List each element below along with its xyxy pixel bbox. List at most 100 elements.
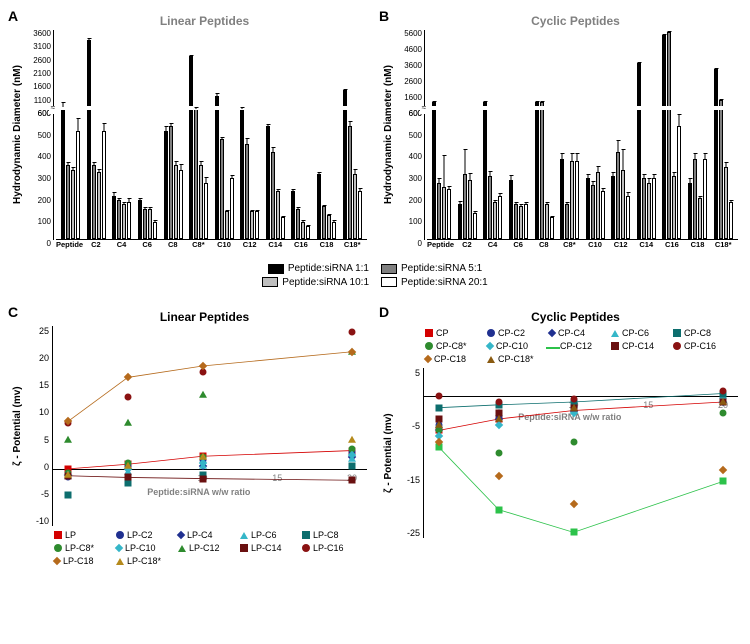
y-tick-label: 15 — [39, 380, 49, 390]
bar — [102, 131, 106, 240]
x-tick-label: C14 — [262, 240, 288, 249]
data-point — [199, 390, 207, 397]
category-group — [288, 191, 314, 239]
category-group — [506, 180, 532, 239]
bar — [514, 204, 518, 239]
plot-C: 5101520Peptide:siRNA w/w ratio — [52, 326, 367, 526]
bar — [353, 174, 357, 239]
data-point — [64, 491, 71, 498]
y-tick-label: 5 — [415, 368, 420, 378]
bar — [332, 222, 336, 239]
x-tick-label: C2 — [454, 240, 480, 249]
bar — [220, 139, 224, 239]
bar — [245, 144, 249, 239]
y-tick-label: -10 — [36, 516, 49, 526]
data-point — [124, 474, 131, 481]
bar — [317, 174, 321, 239]
x-tick-label: C6 — [134, 240, 160, 249]
bar — [667, 32, 671, 239]
scatter-chart-C: ζ - Potential (mv) 2520151050-5-10 51015… — [12, 326, 367, 526]
bar — [463, 174, 467, 239]
legend-item: Peptide:siRNA 5:1 — [381, 263, 482, 274]
category-group — [109, 196, 135, 239]
x-tick-label: Peptide — [56, 240, 83, 249]
category-group — [480, 102, 506, 239]
xlabels-A: PeptideC2C4C6C8C8*C10C12C14C16C18C18* — [56, 240, 365, 249]
bar — [575, 161, 579, 239]
data-point — [124, 419, 132, 426]
bar — [343, 90, 347, 239]
bar — [483, 102, 487, 239]
data-point — [495, 450, 502, 457]
top-row: A Linear Peptides Hydrodynamic Diameter … — [8, 8, 742, 253]
y-tick-label: -25 — [407, 528, 420, 538]
ylabel-B: Hydrodynamic Diameter (nM) — [383, 30, 397, 240]
y-tick-label: 20 — [39, 353, 49, 363]
x-tick-label: C4 — [109, 240, 135, 249]
legend-item: LP-C12 — [178, 543, 230, 553]
yaxis-A: 3600310026002100160011006006005004003002… — [26, 30, 54, 240]
x-tick-label: C16 — [659, 240, 685, 249]
x-tick-label: C2 — [83, 240, 109, 249]
bar — [596, 172, 600, 239]
bar — [703, 159, 707, 239]
bar — [174, 165, 178, 239]
legend-item: CP-C16 — [673, 341, 725, 351]
bar — [724, 167, 728, 239]
bar — [122, 204, 126, 239]
bar — [230, 178, 234, 239]
bar — [498, 196, 502, 239]
bar — [729, 202, 733, 239]
panel-letter-B: B — [379, 8, 389, 24]
bar — [240, 108, 244, 239]
x-tick-label: C16 — [288, 240, 314, 249]
panel-title-B: Cyclic Peptides — [413, 14, 738, 28]
bar — [719, 100, 723, 239]
x-tick-label: C8 — [531, 240, 557, 249]
legend-item: CP-C18 — [425, 354, 477, 364]
legend-item: LP-C18 — [54, 556, 106, 566]
bar — [540, 102, 544, 239]
bar — [92, 165, 96, 239]
bar — [76, 131, 80, 240]
bar — [306, 226, 310, 239]
data-point — [495, 506, 502, 513]
panel-letter-D: D — [379, 304, 389, 320]
category-group — [237, 108, 263, 239]
x-tick-label: C8* — [186, 240, 212, 249]
data-point — [570, 438, 577, 445]
x-tick-label: C12 — [608, 240, 634, 249]
bar — [169, 126, 173, 239]
data-point — [349, 463, 356, 470]
bar — [327, 215, 331, 239]
y-tick-label: -5 — [412, 421, 420, 431]
bar — [550, 217, 554, 239]
data-point — [719, 398, 727, 405]
bar — [586, 178, 590, 239]
x-tick-label: C18* — [339, 240, 365, 249]
bar — [301, 222, 305, 239]
category-group — [211, 96, 237, 240]
yaxis-C: 2520151050-5-10 — [26, 326, 52, 526]
bar — [591, 185, 595, 239]
bar — [204, 183, 208, 239]
y-tick-label: 0 — [44, 462, 49, 472]
x-tick-label: C6 — [505, 240, 531, 249]
bar — [66, 165, 70, 239]
legend-item: CP-C8 — [673, 328, 725, 338]
legend-C: LPLP-C2LP-C4LP-C6LP-C8LP-C8*LP-C10LP-C12… — [54, 530, 367, 566]
bar-chart-B: Hydrodynamic Diameter (nM) 5600460036002… — [383, 30, 738, 240]
category-group — [135, 200, 161, 239]
bar — [322, 206, 326, 239]
data-point — [435, 420, 443, 427]
bar — [621, 170, 625, 239]
legend-item: CP — [425, 328, 477, 338]
category-group — [429, 102, 455, 239]
legend-item: LP-C18* — [116, 556, 168, 566]
y-tick-label: 25 — [39, 326, 49, 336]
category-group — [608, 152, 634, 239]
bar — [266, 126, 270, 239]
data-point — [435, 393, 442, 400]
category-group — [84, 40, 110, 239]
data-point — [495, 415, 503, 422]
